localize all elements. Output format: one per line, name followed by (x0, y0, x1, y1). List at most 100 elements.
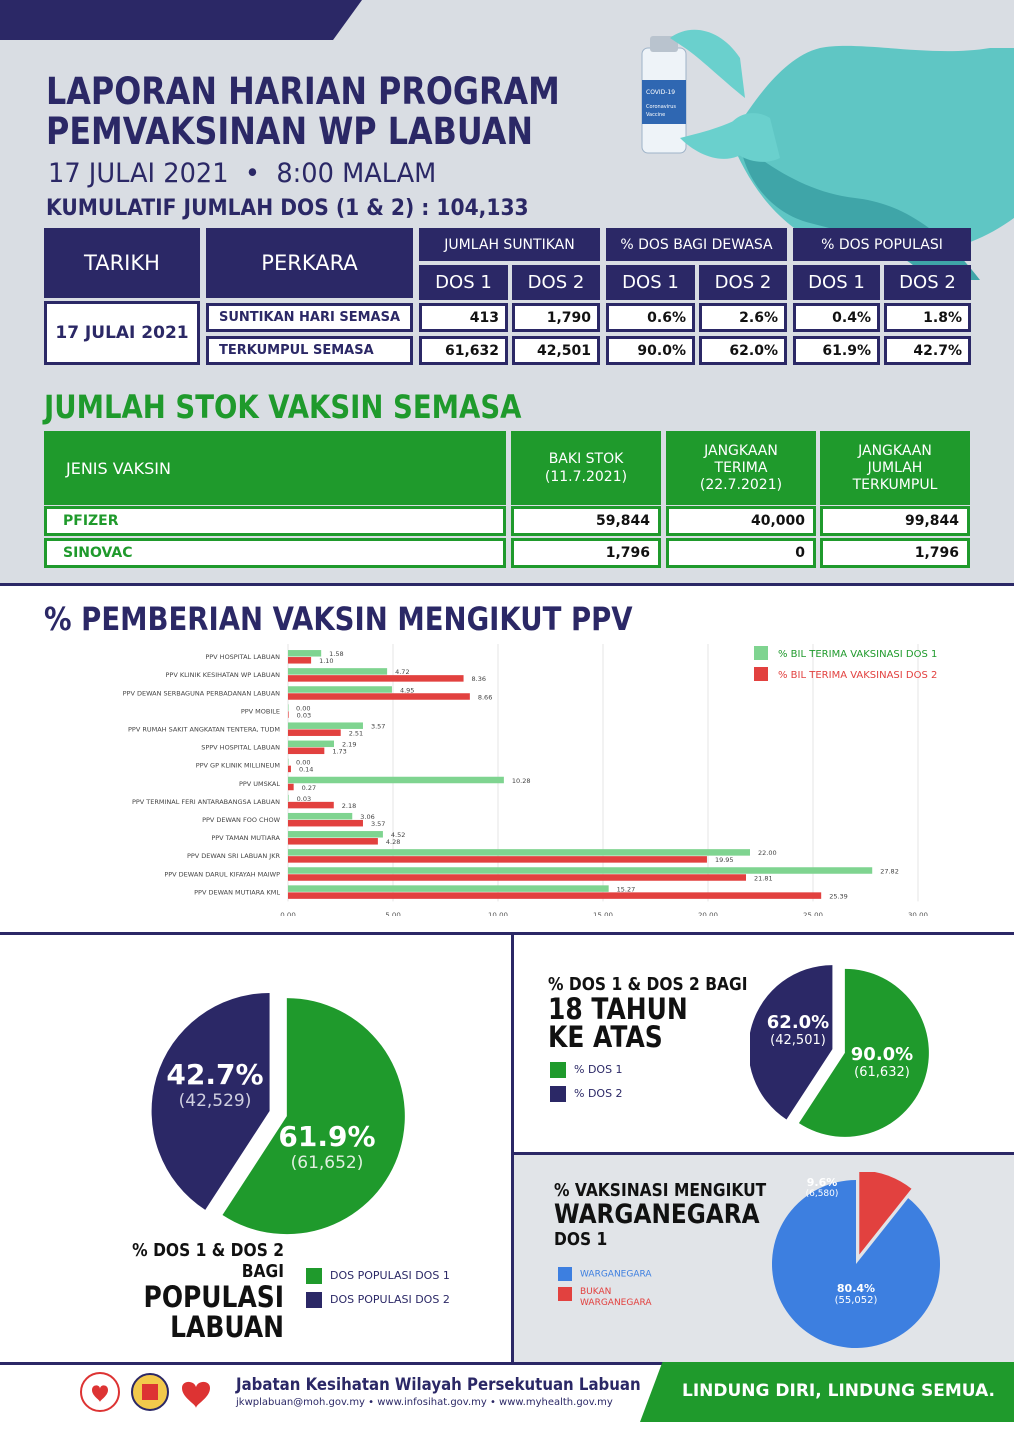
data-label: 3.57 (371, 820, 385, 828)
divider (0, 1362, 1014, 1365)
bar (288, 794, 289, 802)
sub-header-dos2: DOS 2 (884, 265, 971, 300)
group-header-suntikan: JUMLAH SUNTIKAN (419, 228, 600, 261)
bar (288, 849, 750, 856)
bar (288, 783, 294, 791)
table-cell: 413 (419, 303, 508, 332)
data-label: 0.03 (297, 711, 311, 719)
bar (288, 892, 822, 899)
data-label: 2.18 (342, 802, 356, 810)
bar (288, 740, 334, 748)
slogan-band (640, 1362, 1014, 1422)
bar (288, 693, 470, 700)
table-cell: 61,632 (419, 336, 508, 365)
pie-slice (222, 998, 405, 1235)
count-label: (6,580) (805, 1189, 839, 1199)
data-label: 2.51 (349, 729, 363, 737)
data-label: 3.57 (371, 722, 385, 730)
table-cell: 42,501 (512, 336, 600, 365)
table-cell: 1.8% (884, 303, 971, 332)
data-label: 0.00 (296, 704, 310, 712)
count-label: (61,652) (290, 1153, 364, 1173)
data-label: 1.73 (332, 748, 346, 756)
vial-label-1: COVID-19 (646, 89, 675, 96)
data-label: 27.82 (880, 867, 899, 875)
category-label: PPV DEWAN SRI LABUAN JKR (187, 852, 281, 860)
data-label: 4.28 (386, 838, 400, 846)
perkara-header: PERKARA (206, 228, 413, 298)
stock-cell: 59,844 (511, 506, 661, 536)
table-cell: 42.7% (884, 336, 971, 365)
group-header-dewasa: % DOS BAGI DEWASA (606, 228, 787, 261)
bar (288, 657, 312, 664)
data-label: 4.95 (400, 686, 414, 694)
pie-citizen-warga-label: 80.4% (55,052) (816, 1282, 896, 1306)
pct-label: 90.0% (850, 1044, 914, 1065)
data-label: 21.81 (754, 874, 773, 882)
x-tick-label: 10.00 (488, 911, 508, 916)
pie-slice (798, 968, 929, 1137)
bar (288, 729, 341, 736)
bar (288, 675, 464, 682)
data-label: 15.27 (617, 885, 636, 893)
bar (288, 668, 388, 675)
data-label: 0.14 (299, 766, 313, 774)
pie-population-title: % DOS 1 & DOS 2 BAGI POPULASI LABUAN (103, 1240, 284, 1342)
sub-header-dos1: DOS 1 (793, 265, 880, 300)
bar (288, 747, 325, 755)
legend: % DOS 1 % DOS 2 (550, 1062, 623, 1102)
table-cell: 0.4% (793, 303, 880, 332)
legend-swatch (306, 1268, 322, 1284)
category-label: PPV TERMINAL FERI ANTARABANGSA LABUAN (132, 798, 280, 806)
cumulative-total: KUMULATIF JUMLAH DOS (1 & 2) : 104,133 (46, 196, 529, 221)
pie-slice (151, 993, 270, 1210)
footer-links[interactable]: jkwplabuan@moh.gov.my • www.infosihat.go… (236, 1397, 613, 1408)
title-line-2: PEMVAKSINAN WP LABUAN (46, 110, 533, 153)
stock-cell: 99,844 (820, 506, 970, 536)
stock-cell: 40,000 (666, 506, 816, 536)
data-label: 8.66 (478, 693, 492, 701)
data-label: 3.06 (360, 813, 374, 821)
category-label: PPV HOSPITAL LABUAN (205, 653, 280, 661)
legend-item: % DOS 2 (550, 1086, 623, 1102)
row-label-today: SUNTIKAN HARI SEMASA (206, 303, 413, 332)
title-line: 18 TAHUN (548, 992, 688, 1026)
data-label: 8.36 (472, 675, 486, 683)
legend-swatch (550, 1062, 566, 1078)
divider (511, 935, 514, 1362)
x-tick-label: 25.00 (803, 911, 823, 916)
row-label-cumulative: TERKUMPUL SEMASA (206, 336, 413, 365)
legend-swatch (550, 1086, 566, 1102)
title-line: % DOS 1 & DOS 2 BAGI (132, 1240, 284, 1282)
stock-cell: 1,796 (511, 538, 661, 568)
pct-label: 42.7% (166, 1058, 264, 1091)
x-tick-label: 15.00 (593, 911, 613, 916)
footer-org: Jabatan Kesihatan Wilayah Persekutuan La… (236, 1375, 641, 1395)
legend-label: DOS POPULASI DOS 2 (330, 1293, 450, 1306)
bar (288, 874, 747, 881)
bar (288, 686, 392, 693)
legend-swatch (754, 646, 768, 660)
category-label: PPV RUMAH SAKIT ANGKATAN TENTERA, TUDM (128, 725, 280, 733)
legend-label: WARGANEGARA (580, 1269, 652, 1280)
stock-cell: 0 (666, 538, 816, 568)
sub-header-dos1: DOS 1 (419, 265, 508, 300)
title-line: % DOS 1 & DOS 2 BAGI (548, 974, 748, 995)
pie-citizen (772, 1172, 940, 1348)
data-label: 1.58 (329, 650, 343, 658)
bar (288, 776, 504, 784)
legend-label: % DOS 1 (574, 1063, 623, 1076)
divider (0, 932, 1014, 935)
data-label: 22.00 (758, 849, 777, 857)
count-label: (55,052) (834, 1295, 878, 1306)
bar (288, 801, 334, 809)
date-cell: 17 JULAI 2021 (44, 301, 200, 365)
pie-adult-dos2-label: 62.0% (42,501) (758, 1012, 838, 1048)
data-label: 0.27 (302, 784, 316, 792)
tarikh-header: TARIKH (44, 228, 200, 298)
category-label: PPV DEWAN DARUL KIFAYAH MAIWP (164, 870, 280, 878)
bar (288, 838, 378, 845)
x-tick-label: 30.00 (908, 911, 928, 916)
data-label: 0.00 (296, 759, 310, 767)
pie-slice (750, 965, 833, 1120)
